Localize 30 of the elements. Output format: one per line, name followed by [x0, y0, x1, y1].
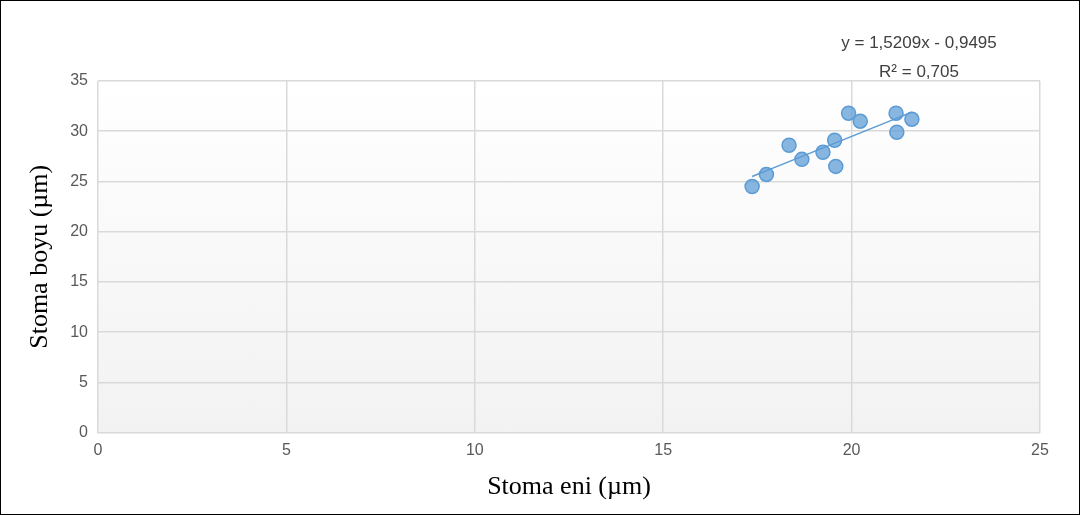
x-tick-label: 15	[654, 440, 673, 458]
point	[781, 137, 797, 154]
y-tick-label: 5	[79, 372, 89, 390]
y-tick-label: 15	[70, 272, 89, 290]
point	[744, 178, 760, 195]
point	[794, 151, 810, 168]
y-tick-label: 35	[70, 71, 89, 89]
y-axis-title: Stoma boyu (µm)	[24, 164, 54, 349]
point	[828, 158, 844, 175]
point	[758, 166, 775, 183]
point	[888, 105, 904, 121]
y-tick-label: 10	[70, 322, 89, 340]
x-axis-title: Stoma eni (µm)	[487, 471, 651, 501]
text: y = 1,5209x - 0,9495	[841, 32, 997, 52]
y-tick-label: 30	[70, 121, 89, 139]
x-tick-label: 25	[1031, 440, 1049, 458]
x-tick-label: 20	[842, 440, 861, 458]
x-tick-label: 5	[281, 440, 291, 458]
x-tick-label: 10	[465, 440, 484, 458]
point	[904, 111, 920, 127]
point	[815, 144, 831, 161]
point	[852, 113, 869, 129]
x-tick-label: 0	[93, 440, 103, 458]
text: R² = 0,705	[879, 61, 959, 81]
y-tick-label: 20	[70, 222, 89, 240]
point	[840, 105, 857, 121]
point	[889, 124, 905, 140]
y-tick-label: 25	[70, 171, 89, 189]
point	[826, 132, 843, 149]
y-tick-label: 0	[79, 423, 89, 441]
